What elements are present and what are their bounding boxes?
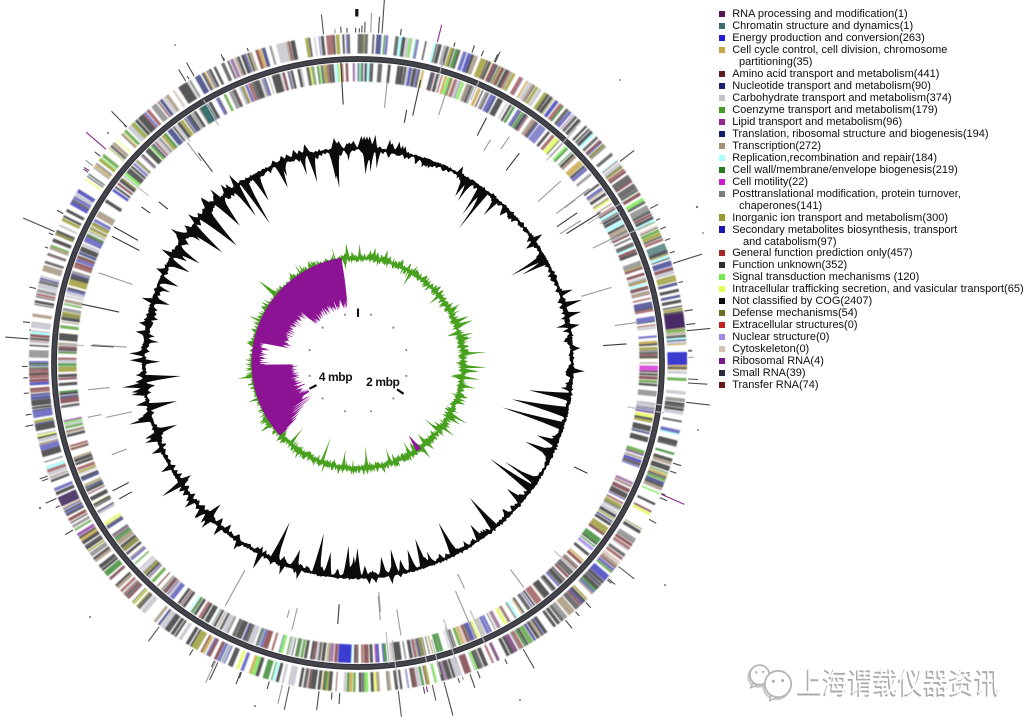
svg-text:4 mbp: 4 mbp bbox=[319, 370, 352, 384]
svg-text:2 mbp: 2 mbp bbox=[366, 375, 399, 389]
